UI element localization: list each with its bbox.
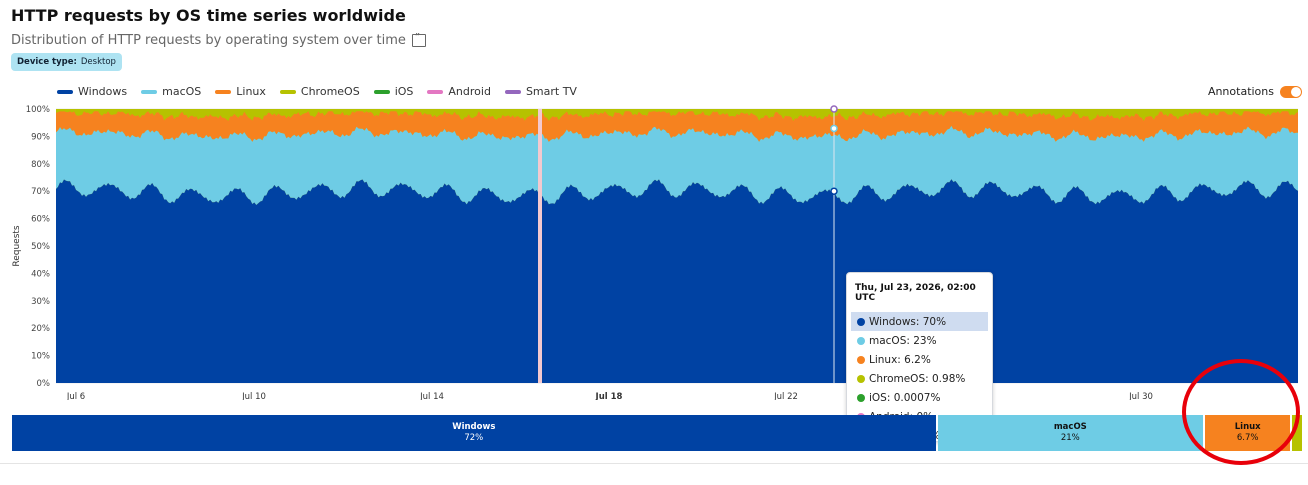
device-type-badge[interactable]: Device type: Desktop bbox=[11, 53, 122, 71]
y-axis-label: Requests bbox=[12, 225, 22, 267]
legend-label: iOS bbox=[394, 85, 414, 98]
annotations-label: Annotations bbox=[1207, 85, 1274, 98]
legend-swatch bbox=[215, 89, 232, 94]
tooltip-label: Windows: 70% bbox=[869, 315, 947, 328]
tooltip-label: Linux: 6.2% bbox=[869, 353, 931, 366]
subtitle-text: Distribution of HTTP requests by operati… bbox=[11, 33, 406, 48]
legend-label: Windows bbox=[78, 85, 128, 98]
legend-swatch bbox=[373, 89, 390, 94]
y-tick-label: 70% bbox=[31, 187, 50, 197]
y-tick-label: 80% bbox=[31, 160, 50, 170]
legend-item-android[interactable]: Android bbox=[427, 85, 491, 98]
legend-swatch bbox=[427, 89, 444, 94]
macos-area bbox=[56, 125, 1298, 205]
y-tick-label: 60% bbox=[31, 215, 50, 225]
summary-segment-macos[interactable]: macOS 21% bbox=[937, 415, 1203, 451]
y-tick-label: 30% bbox=[31, 297, 50, 307]
legend-item-ios[interactable]: iOS bbox=[373, 85, 414, 98]
tooltip-row: Linux: 6.2% bbox=[851, 350, 988, 369]
hover-point bbox=[830, 105, 838, 113]
tooltip-dot bbox=[857, 336, 865, 345]
y-tick-label: 90% bbox=[31, 132, 50, 142]
tooltip-label: iOS: 0.0007% bbox=[869, 391, 941, 404]
legend-item-smart-tv[interactable]: Smart TV bbox=[504, 85, 577, 98]
share-summary-bar: Windows 72% macOS 21% Linux 6.7% bbox=[12, 415, 1304, 451]
x-tick-label: Jul 30 bbox=[1128, 392, 1153, 400]
y-tick-label: 40% bbox=[31, 269, 50, 279]
chart-legend: Windows macOS Linux ChromeOS iOS Android Smart… bbox=[57, 85, 577, 98]
tooltip-label: macOS: 23% bbox=[869, 334, 937, 347]
badge-value: Desktop bbox=[80, 57, 116, 67]
tooltip-label: ChromeOS: 0.98% bbox=[869, 372, 966, 385]
legend-label: Android bbox=[448, 85, 491, 98]
segment-name: Windows bbox=[452, 422, 496, 432]
summary-segment-windows[interactable]: Windows 72% bbox=[12, 415, 936, 451]
badge-label: Device type: bbox=[17, 57, 77, 67]
y-tick-label: 0% bbox=[37, 379, 51, 389]
tooltip-dot bbox=[857, 355, 865, 364]
y-tick-label: 10% bbox=[31, 352, 50, 362]
y-tick-label: 20% bbox=[31, 324, 50, 334]
legend-swatch bbox=[504, 89, 521, 94]
legend-label: macOS bbox=[162, 85, 202, 98]
x-tick-label: Jul 6 bbox=[66, 392, 85, 400]
segment-value: 21% bbox=[1060, 433, 1080, 443]
segment-value: 72% bbox=[464, 433, 484, 443]
hover-point bbox=[830, 124, 838, 133]
hover-point bbox=[830, 187, 838, 195]
linux-area bbox=[56, 111, 1298, 142]
y-tick-label: 50% bbox=[31, 242, 50, 252]
x-tick-label: Jul 10 bbox=[241, 392, 266, 400]
tooltip-dot bbox=[857, 317, 865, 326]
windows-area bbox=[56, 179, 1298, 383]
legend-swatch bbox=[279, 89, 296, 94]
legend-label: Smart TV bbox=[525, 85, 577, 98]
tooltip-dot bbox=[857, 393, 865, 402]
tooltip-dot bbox=[857, 374, 865, 383]
tooltip-row: ChromeOS: 0.98% bbox=[851, 369, 988, 388]
x-tick-label: Jul 22 bbox=[773, 392, 798, 400]
legend-item-linux[interactable]: Linux bbox=[215, 85, 266, 98]
x-tick-label: Jul 14 bbox=[419, 392, 444, 400]
legend-item-macos[interactable]: macOS bbox=[141, 85, 201, 98]
legend-item-chromeos[interactable]: ChromeOS bbox=[279, 85, 360, 98]
annotations-toggle[interactable] bbox=[1280, 85, 1302, 98]
x-tick-label: Jul 18 bbox=[595, 392, 623, 400]
annotations-toggle-group: Annotations bbox=[1208, 85, 1302, 98]
tooltip-row: iOS: 0.0007% bbox=[851, 388, 988, 407]
segment-name: macOS bbox=[1053, 422, 1087, 432]
summary-segment[interactable] bbox=[1292, 415, 1302, 451]
legend-label: Linux bbox=[236, 85, 266, 98]
tooltip-row: macOS: 23% bbox=[851, 331, 988, 350]
highlight-circle bbox=[1182, 359, 1300, 465]
tooltip-row: Windows: 70% bbox=[851, 312, 988, 331]
area-chart[interactable]: 0% 10% 20% 30% 40% 50% 60% 70% 80% 90% 100% Request… bbox=[0, 100, 1308, 400]
page-subtitle: Distribution of HTTP requests by operati… bbox=[11, 32, 426, 48]
legend-swatch bbox=[141, 89, 158, 94]
legend-swatch bbox=[57, 89, 73, 94]
feedback-icon[interactable] bbox=[411, 32, 426, 47]
y-tick-label: 100% bbox=[26, 105, 50, 115]
toggle-knob bbox=[1291, 86, 1301, 97]
legend-item-windows[interactable]: Windows bbox=[57, 85, 127, 98]
tooltip-title: Thu, Jul 23, 2026, 02:00 UTC bbox=[855, 283, 976, 303]
page-title: HTTP requests by OS time series worldwid… bbox=[11, 6, 406, 25]
legend-label: ChromeOS bbox=[300, 85, 360, 98]
divider bbox=[0, 463, 1308, 464]
data-gap-marker bbox=[538, 109, 542, 383]
